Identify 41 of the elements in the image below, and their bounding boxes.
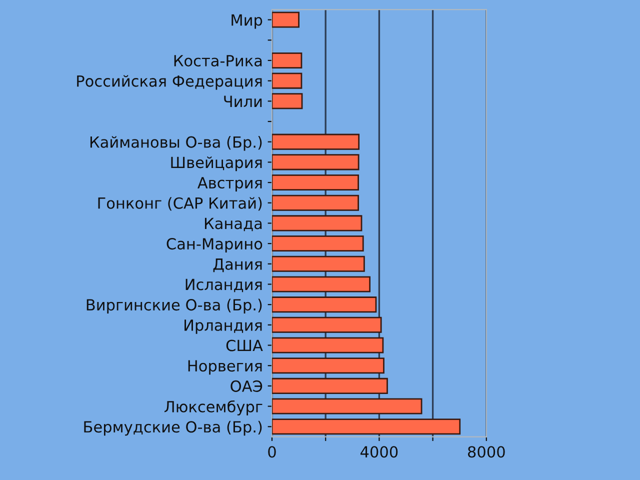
y-tick-label: Люксембург [164, 400, 262, 416]
y-tick-label: Коста-Рика [174, 55, 262, 66]
bar [272, 418, 461, 435]
bar [272, 378, 388, 394]
bar [272, 174, 359, 191]
bar [272, 194, 359, 211]
y-tick-label: Сан-Марино [166, 238, 262, 253]
y-tick-label: Исландия [186, 278, 262, 292]
y-tick-label: Каймановы О-ва (Бр.) [90, 136, 262, 151]
y-tick-label: Норвегия [188, 360, 262, 375]
y-tick-label: Чили [224, 96, 262, 107]
bar [272, 72, 302, 89]
bar [272, 12, 300, 28]
y-tick-label: ОАЭ [230, 380, 262, 392]
y-tick-label: США [226, 340, 263, 352]
bar [272, 134, 360, 150]
bar [272, 52, 302, 68]
bar [272, 398, 422, 414]
y-tick-label: Канада [204, 218, 262, 232]
y-tick-label: Бермудские О-ва (Бр.) [84, 420, 262, 436]
bar [272, 296, 377, 313]
y-tick-label: Виргинские О-ва (Бр.) [86, 298, 262, 314]
y-tick-label: Дания [213, 258, 262, 272]
bar [272, 316, 382, 333]
bar [272, 276, 371, 292]
y-tick-label: Австрия [198, 177, 262, 192]
x-tick-label: 8000 [468, 446, 505, 458]
y-tick-label: Швейцария [171, 156, 262, 172]
x-tick-label: 0 [268, 446, 276, 458]
bar [272, 236, 364, 252]
y-tick-label: Гонконг (САР Китай) [98, 197, 262, 211]
y-tick-label: Российская Федерация [77, 75, 262, 90]
bar [272, 358, 384, 374]
y-tick-label: Мир [232, 14, 262, 29]
bar [272, 215, 362, 232]
y-tick-label: Ирландия [184, 320, 262, 334]
x-tick-label: 4000 [360, 446, 398, 458]
bar [272, 93, 303, 110]
bar [272, 256, 365, 272]
bar [272, 154, 360, 170]
bar [272, 337, 384, 354]
